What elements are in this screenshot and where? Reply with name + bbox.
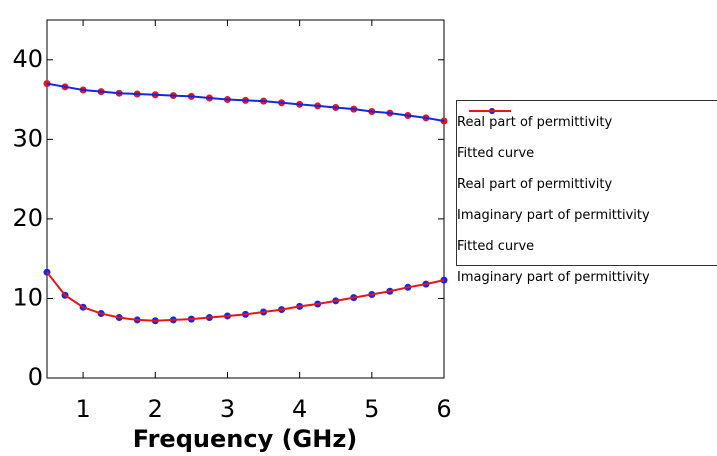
legend-entry: Imaginary part of permittivity xyxy=(457,108,717,231)
y-tick-label: 30 xyxy=(12,124,43,152)
y-tick-label: 40 xyxy=(12,45,43,73)
legend-entry: Real part of permittivity xyxy=(457,107,717,138)
legend: Real part of permittivity Fitted curve Re… xyxy=(456,100,717,285)
x-tick-label: 4 xyxy=(292,395,307,423)
y-tick-label: 20 xyxy=(12,204,43,232)
legend-entry: Fitted curve Imaginary part of permittiv… xyxy=(457,110,717,293)
x-tick-label: 2 xyxy=(148,395,163,423)
legend-label: Fitted curve Imaginary part of permittiv… xyxy=(457,239,650,285)
x-tick-label: 5 xyxy=(364,395,379,423)
legend-entry: Fitted curve Real part of permittivity xyxy=(457,110,717,200)
x-axis-label: Frequency (GHz) xyxy=(133,425,358,453)
fitted-line xyxy=(46,82,445,123)
y-tick-label: 10 xyxy=(12,283,43,311)
legend-symbol xyxy=(469,110,511,112)
y-tick-label: 0 xyxy=(28,363,43,391)
legend-label: Fitted curve Real part of permittivity xyxy=(457,146,613,192)
fitted-line xyxy=(46,271,445,322)
legend-label: Imaginary part of permittivity xyxy=(457,208,650,223)
plot-frame xyxy=(46,19,445,379)
x-tick-label: 1 xyxy=(75,395,90,423)
x-tick-label: 6 xyxy=(436,395,451,423)
x-tick-label: 3 xyxy=(220,395,235,423)
legend-label: Real part of permittivity xyxy=(457,115,613,130)
